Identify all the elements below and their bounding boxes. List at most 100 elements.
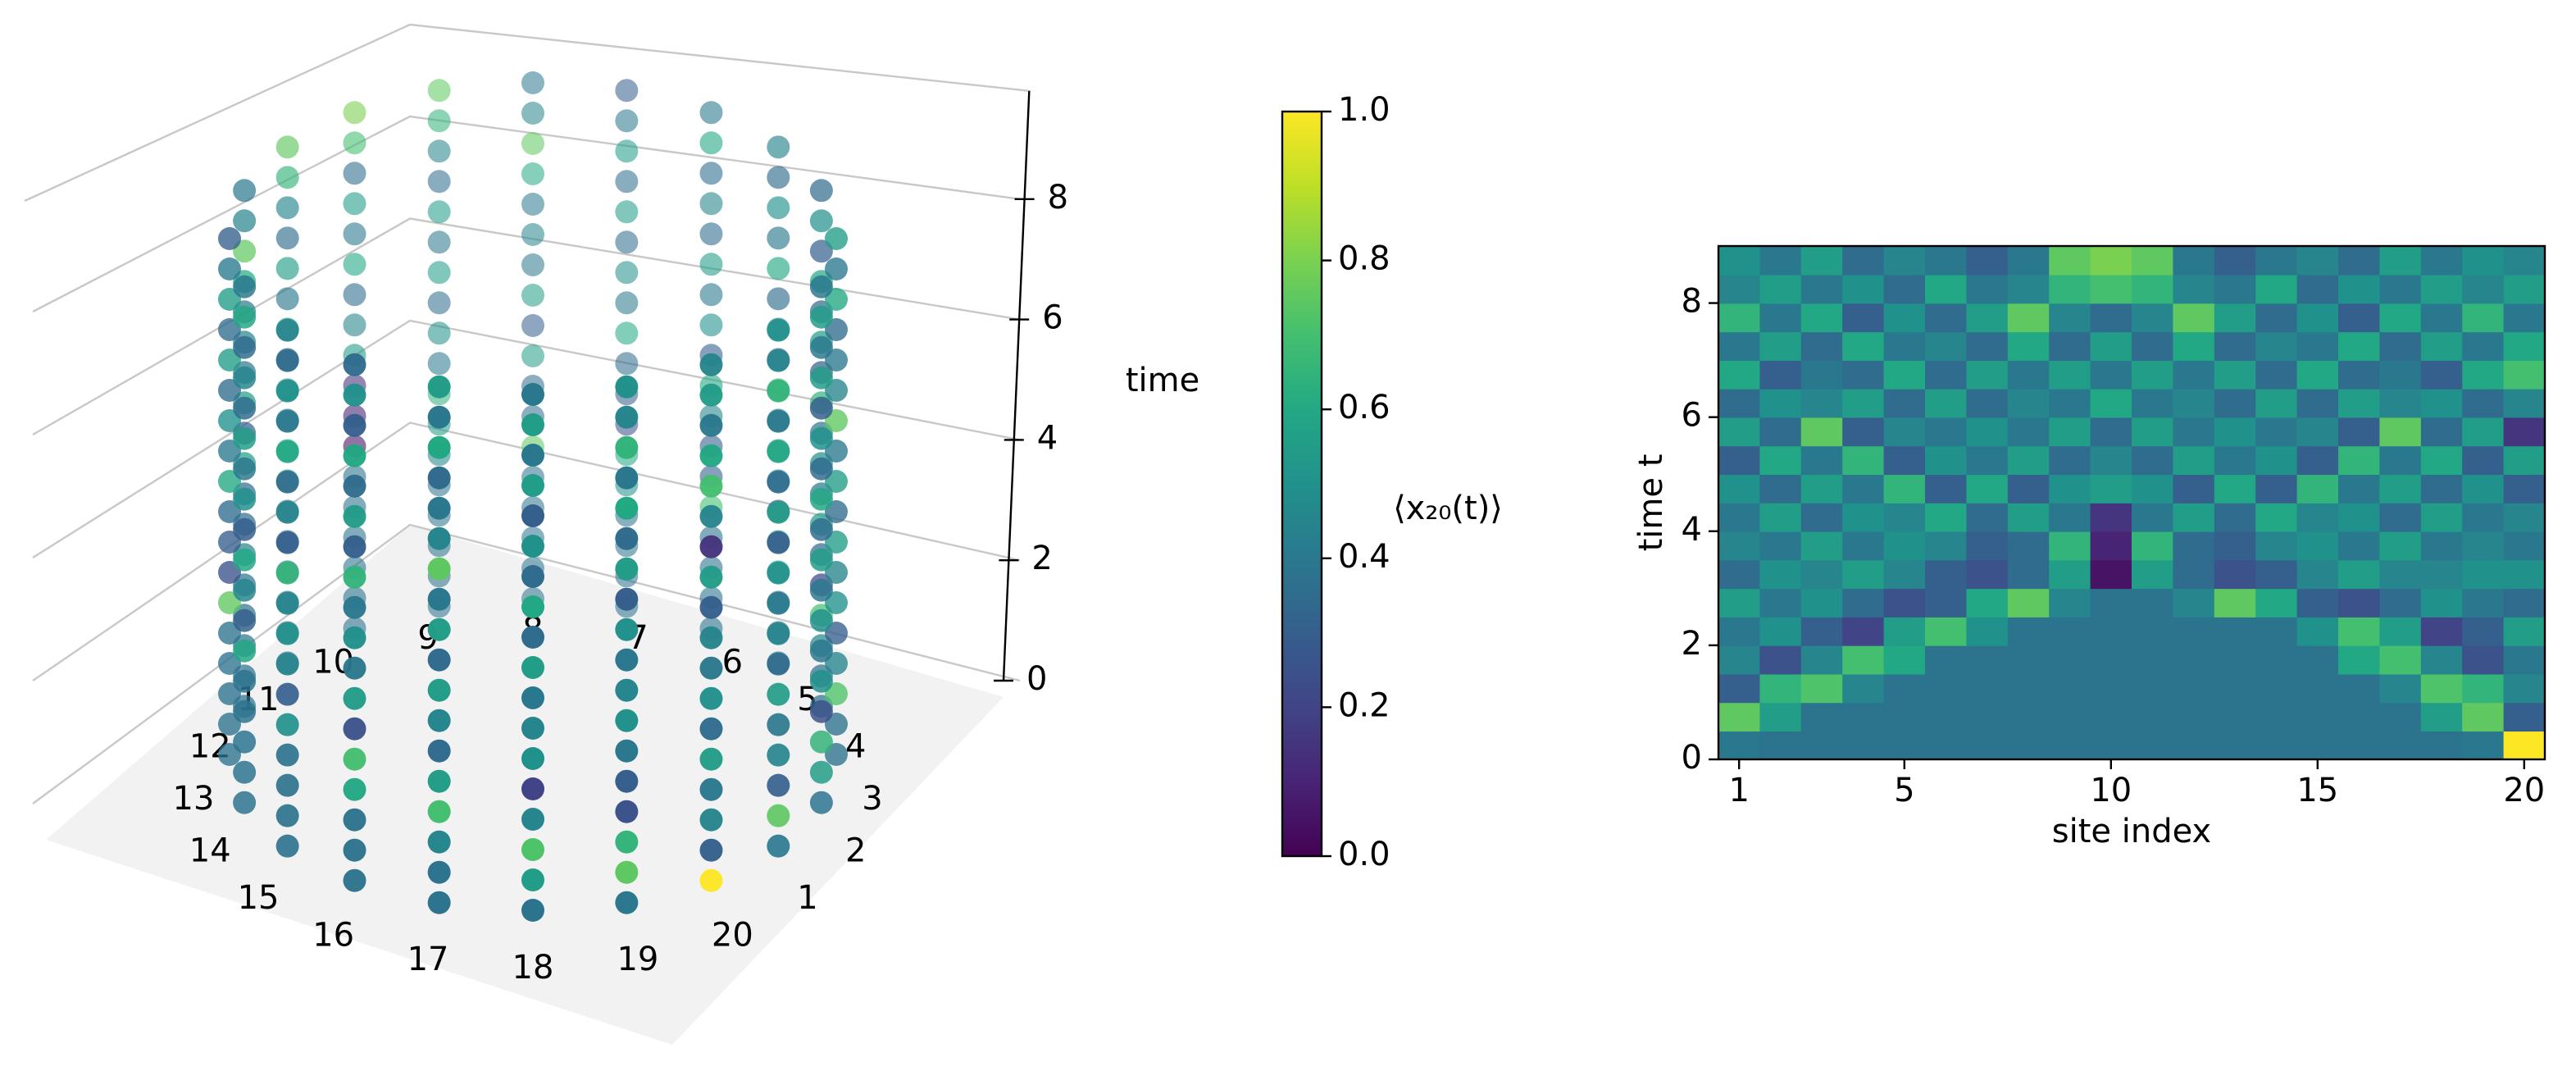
heatmap-cell	[2296, 503, 2339, 532]
heatmap-cell	[1759, 531, 1802, 561]
heatmap-cell	[1759, 702, 1802, 732]
heatmap-cell	[1925, 645, 1968, 675]
point	[521, 162, 544, 185]
heatmap-cell	[2132, 731, 2174, 760]
heatmap-cell	[2007, 445, 2050, 476]
heatmap-cell	[1842, 246, 1885, 276]
heatmap-cell	[1718, 588, 1761, 618]
point	[343, 162, 366, 185]
heatmap-cell	[1759, 645, 1802, 675]
heatmap-cell	[2503, 559, 2546, 590]
heatmap-cell	[2090, 274, 2132, 304]
heatmap-cell	[2296, 731, 2339, 760]
heatmap-cell	[2132, 246, 2174, 276]
point	[809, 548, 833, 572]
heatmap-cell	[2379, 417, 2422, 447]
point	[427, 139, 451, 163]
heatmap-cell	[2132, 445, 2174, 476]
heatmap-cell	[2296, 331, 2339, 361]
point	[233, 791, 257, 814]
heatmap-cell	[1842, 303, 1885, 333]
colorbar	[1281, 110, 1323, 858]
point	[275, 743, 299, 767]
heatmap-cell	[2132, 531, 2174, 561]
heatmap-cell	[1842, 559, 1885, 590]
point	[521, 747, 544, 770]
heatmap-cell	[2296, 474, 2339, 504]
heatmap-cell	[1925, 559, 1968, 590]
heatmap-cell	[1883, 559, 1926, 590]
point	[767, 500, 790, 524]
heatmap-cell	[2173, 531, 2215, 561]
heatmap-cell	[1966, 702, 2009, 732]
point	[521, 838, 544, 861]
site-label: 14	[189, 832, 231, 870]
heatmap-cell	[2255, 617, 2298, 646]
point	[809, 366, 833, 390]
heatmap-cell	[2214, 559, 2256, 590]
point	[615, 375, 639, 399]
heatmap-cell	[1842, 503, 1885, 532]
point	[615, 291, 639, 315]
point	[233, 548, 257, 572]
heatmap-cell	[2420, 331, 2463, 361]
heatmap-cell	[1759, 445, 1802, 476]
point	[275, 409, 299, 433]
heatmap-cell	[1842, 445, 1885, 476]
heatmap-cell	[2503, 531, 2546, 561]
z-tick-label: 0	[1026, 660, 1047, 698]
heatmap-cell	[2255, 246, 2298, 276]
heatmap-cell	[2338, 417, 2381, 447]
heatmap-cell	[1883, 388, 1926, 418]
heatmap-cell	[1842, 274, 1885, 304]
heatmap-cell	[2132, 702, 2174, 732]
point	[275, 287, 299, 311]
heatmap-cell	[2338, 731, 2381, 760]
heatmap-cell	[2090, 588, 2132, 618]
site-column	[427, 375, 451, 914]
point	[809, 760, 833, 784]
heatmap-cell	[1925, 503, 1968, 532]
point	[521, 868, 544, 891]
point	[521, 626, 544, 649]
point	[343, 686, 366, 710]
site-column	[521, 383, 544, 922]
point	[809, 457, 833, 481]
heatmap-cell	[1759, 331, 1802, 361]
heatmap-cell	[1883, 531, 1926, 561]
heatmap-cell	[2173, 360, 2215, 390]
heatmap-cell	[2049, 246, 2091, 276]
heatmap-cell	[2379, 331, 2422, 361]
heatmap-cell	[2173, 474, 2215, 504]
heatmap-cell	[2255, 588, 2298, 618]
point	[233, 209, 257, 233]
heatmap-cell	[2296, 246, 2339, 276]
point	[615, 860, 639, 884]
heatmap-cell	[2132, 417, 2174, 447]
heatmap-cell	[2173, 731, 2215, 760]
heatmap-cell	[2007, 503, 2050, 532]
point	[809, 396, 833, 420]
heatmap-cell	[1966, 645, 2009, 675]
heatmap-cell	[2379, 559, 2422, 590]
heatmap-cell	[2049, 588, 2091, 618]
heatmap-cell	[1759, 559, 1802, 590]
point	[275, 135, 299, 159]
heatmap-cell	[2379, 531, 2422, 561]
heatmap-cell	[1925, 588, 1968, 618]
point	[521, 717, 544, 740]
point	[343, 595, 366, 619]
heatmap-cell	[1759, 274, 1802, 304]
heatmap-cell	[2173, 559, 2215, 590]
point	[615, 109, 639, 133]
point	[427, 79, 451, 103]
point	[343, 565, 366, 589]
site-label: 15	[238, 879, 280, 917]
heatmap-cell	[2007, 246, 2050, 276]
heatmap-cell	[2420, 246, 2463, 276]
point	[275, 713, 299, 736]
heatmap-cell	[2173, 673, 2215, 704]
point	[615, 466, 639, 490]
heatmap-cell	[2007, 588, 2050, 618]
heatmap-cell	[2049, 445, 2091, 476]
